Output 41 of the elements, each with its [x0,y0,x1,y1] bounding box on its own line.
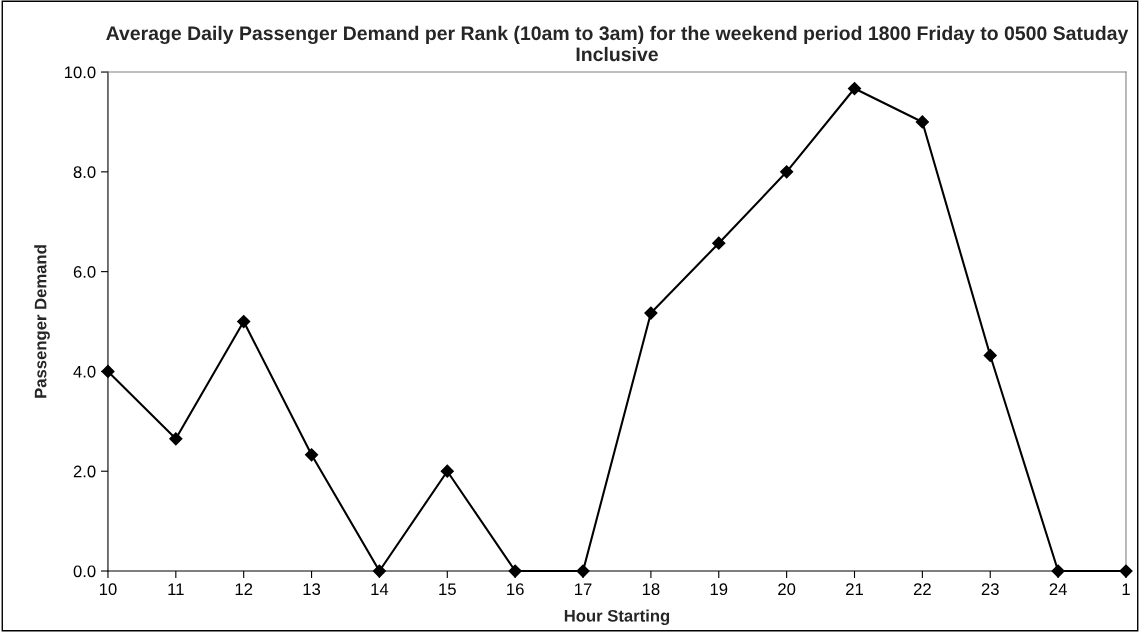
x-tick-label: 14 [371,583,389,595]
y-tick-label: 6.0 [73,266,96,278]
point [508,564,522,578]
point [440,464,454,478]
point [576,564,590,578]
point [169,432,183,446]
x-tick-label: 23 [981,583,999,596]
point [1119,564,1133,578]
x-tick-label: 15 [439,583,456,596]
x-axis-title: Hour Starting [564,609,670,626]
x-tick-label: 22 [913,583,931,595]
x-tick-label: 1 [1122,583,1130,595]
point [847,81,862,96]
x-tick-label: 19 [710,583,728,596]
x-tick-label: 16 [507,583,524,596]
point [644,306,658,320]
point [101,364,115,379]
chart-title: Average Daily Passenger Demand per Rank (10am to 3am) for the weekend period 1800 Friday to 0500 Satuday Inclusive [106,25,1129,62]
point [372,564,387,578]
x-tick-label: 12 [235,583,253,595]
y-tick-label: 2.0 [73,465,96,478]
x-tick-label: 21 [846,583,863,595]
y-tick-label: 8.0 [73,166,96,179]
y-tick-label: 4.0 [73,365,96,378]
point [712,236,726,250]
point [1051,564,1065,578]
y-tick-label: 0.0 [73,565,96,578]
y-tick-label: 10.0 [64,66,96,79]
point [304,448,319,462]
point [237,314,251,329]
x-tick-label: 24 [1049,583,1067,595]
x-tick-label: 18 [642,583,660,596]
point [983,348,997,363]
point [915,115,929,129]
x-tick-label: 11 [168,583,184,595]
x-tick-label: 20 [778,583,796,596]
point [780,165,794,179]
x-tick-label: 10 [99,583,117,596]
x-tick-label: 17 [575,583,592,595]
x-tick-label: 13 [303,583,321,596]
y-axis-title: Passenger Demand [34,245,50,398]
